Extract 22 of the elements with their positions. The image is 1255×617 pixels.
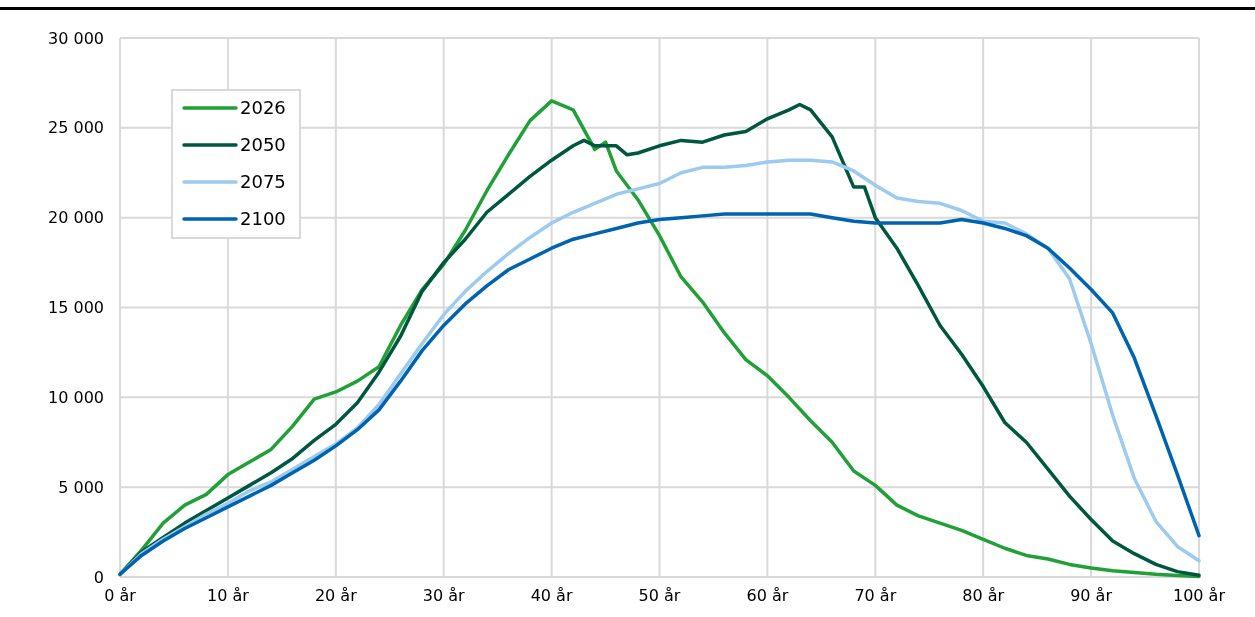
y-tick-label: 10 000 (48, 387, 104, 407)
x-tick-label: 20 år (314, 586, 358, 605)
y-tick-label: 15 000 (48, 298, 104, 318)
y-tick-label: 5 000 (58, 477, 104, 497)
x-tick-label: 100 år (1172, 586, 1226, 605)
legend-label: 2100 (240, 208, 286, 230)
x-tick-label: 40 år (530, 586, 573, 605)
x-tick-label: 10 år (206, 586, 250, 605)
x-tick-label: 60 år (746, 586, 789, 605)
legend-label: 2026 (240, 97, 286, 119)
y-tick-label: 25 000 (48, 118, 104, 138)
y-tick-label: 30 000 (48, 28, 104, 48)
x-tick-label: 0 år (104, 586, 137, 605)
x-tick-label: 50 år (638, 586, 681, 605)
x-tick-label: 80 år (962, 586, 1005, 605)
x-tick-label: 90 år (1070, 586, 1113, 605)
legend-label: 2050 (240, 134, 286, 156)
x-tick-label: 70 år (854, 586, 897, 605)
legend-label: 2075 (240, 171, 286, 193)
x-tick-label: 30 år (422, 586, 466, 605)
y-tick-label: 20 000 (48, 208, 104, 228)
y-tick-label: 0 (93, 567, 104, 587)
